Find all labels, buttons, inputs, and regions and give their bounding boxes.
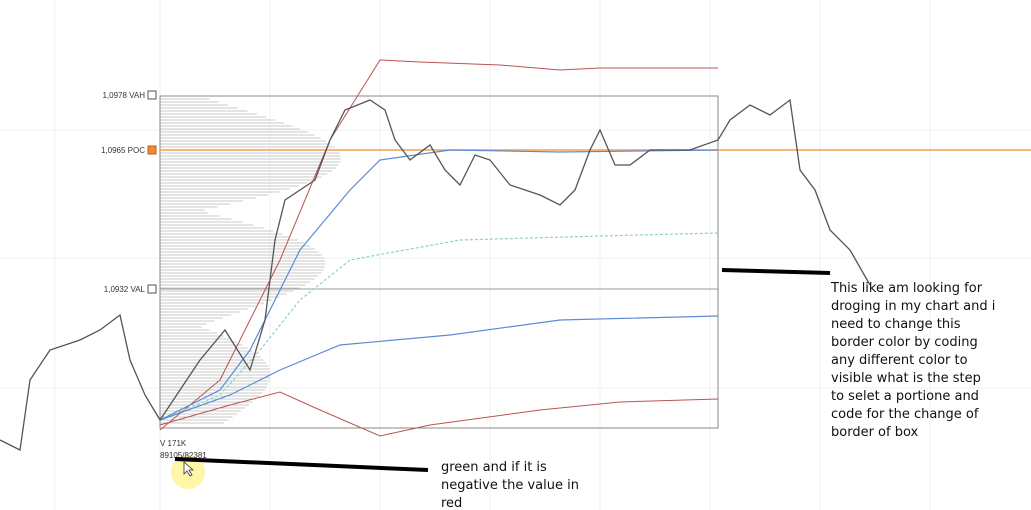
note-line: border of box (831, 425, 919, 440)
poc-label: 1,0965 POC (101, 146, 145, 155)
note-line: visible what is the step (831, 371, 981, 386)
note-line: This like am looking for (830, 281, 983, 296)
note-line: border color by coding (831, 335, 978, 350)
poc-marker (147, 145, 157, 155)
annotation-stroke (174, 457, 429, 472)
val-marker (147, 284, 157, 294)
note-line: droging in my chart and i (831, 299, 995, 314)
vah-marker (147, 90, 157, 100)
note-line: negative the value in (441, 478, 579, 493)
volume-profile (160, 95, 342, 424)
mid-band (159, 232, 719, 421)
volume-label: V 171K (160, 439, 187, 448)
price (0, 98, 871, 451)
note-bottom: green and if it is negative the value in r… (441, 460, 579, 510)
delta-label: 89105/82381 (160, 451, 207, 460)
note-line: any different color to (831, 353, 968, 368)
note-line: need to change this (831, 317, 961, 332)
lower-vwap (159, 315, 719, 421)
upper-band (159, 59, 718, 431)
mouse-cursor (183, 461, 195, 477)
note-line: red (441, 496, 462, 510)
vwap-line (159, 149, 719, 421)
lower-band (159, 391, 719, 437)
note-line: green and if it is (441, 460, 547, 475)
note-line: to selet a portione and (831, 389, 979, 404)
note-line: code for the change of (831, 407, 979, 422)
note-right: This like am looking for droging in my ch… (830, 281, 995, 440)
val-label: 1,0932 VAL (104, 285, 146, 294)
annotation-stroke (721, 268, 831, 275)
profile-box (159, 95, 719, 429)
vah-label: 1,0978 VAH (102, 91, 145, 100)
